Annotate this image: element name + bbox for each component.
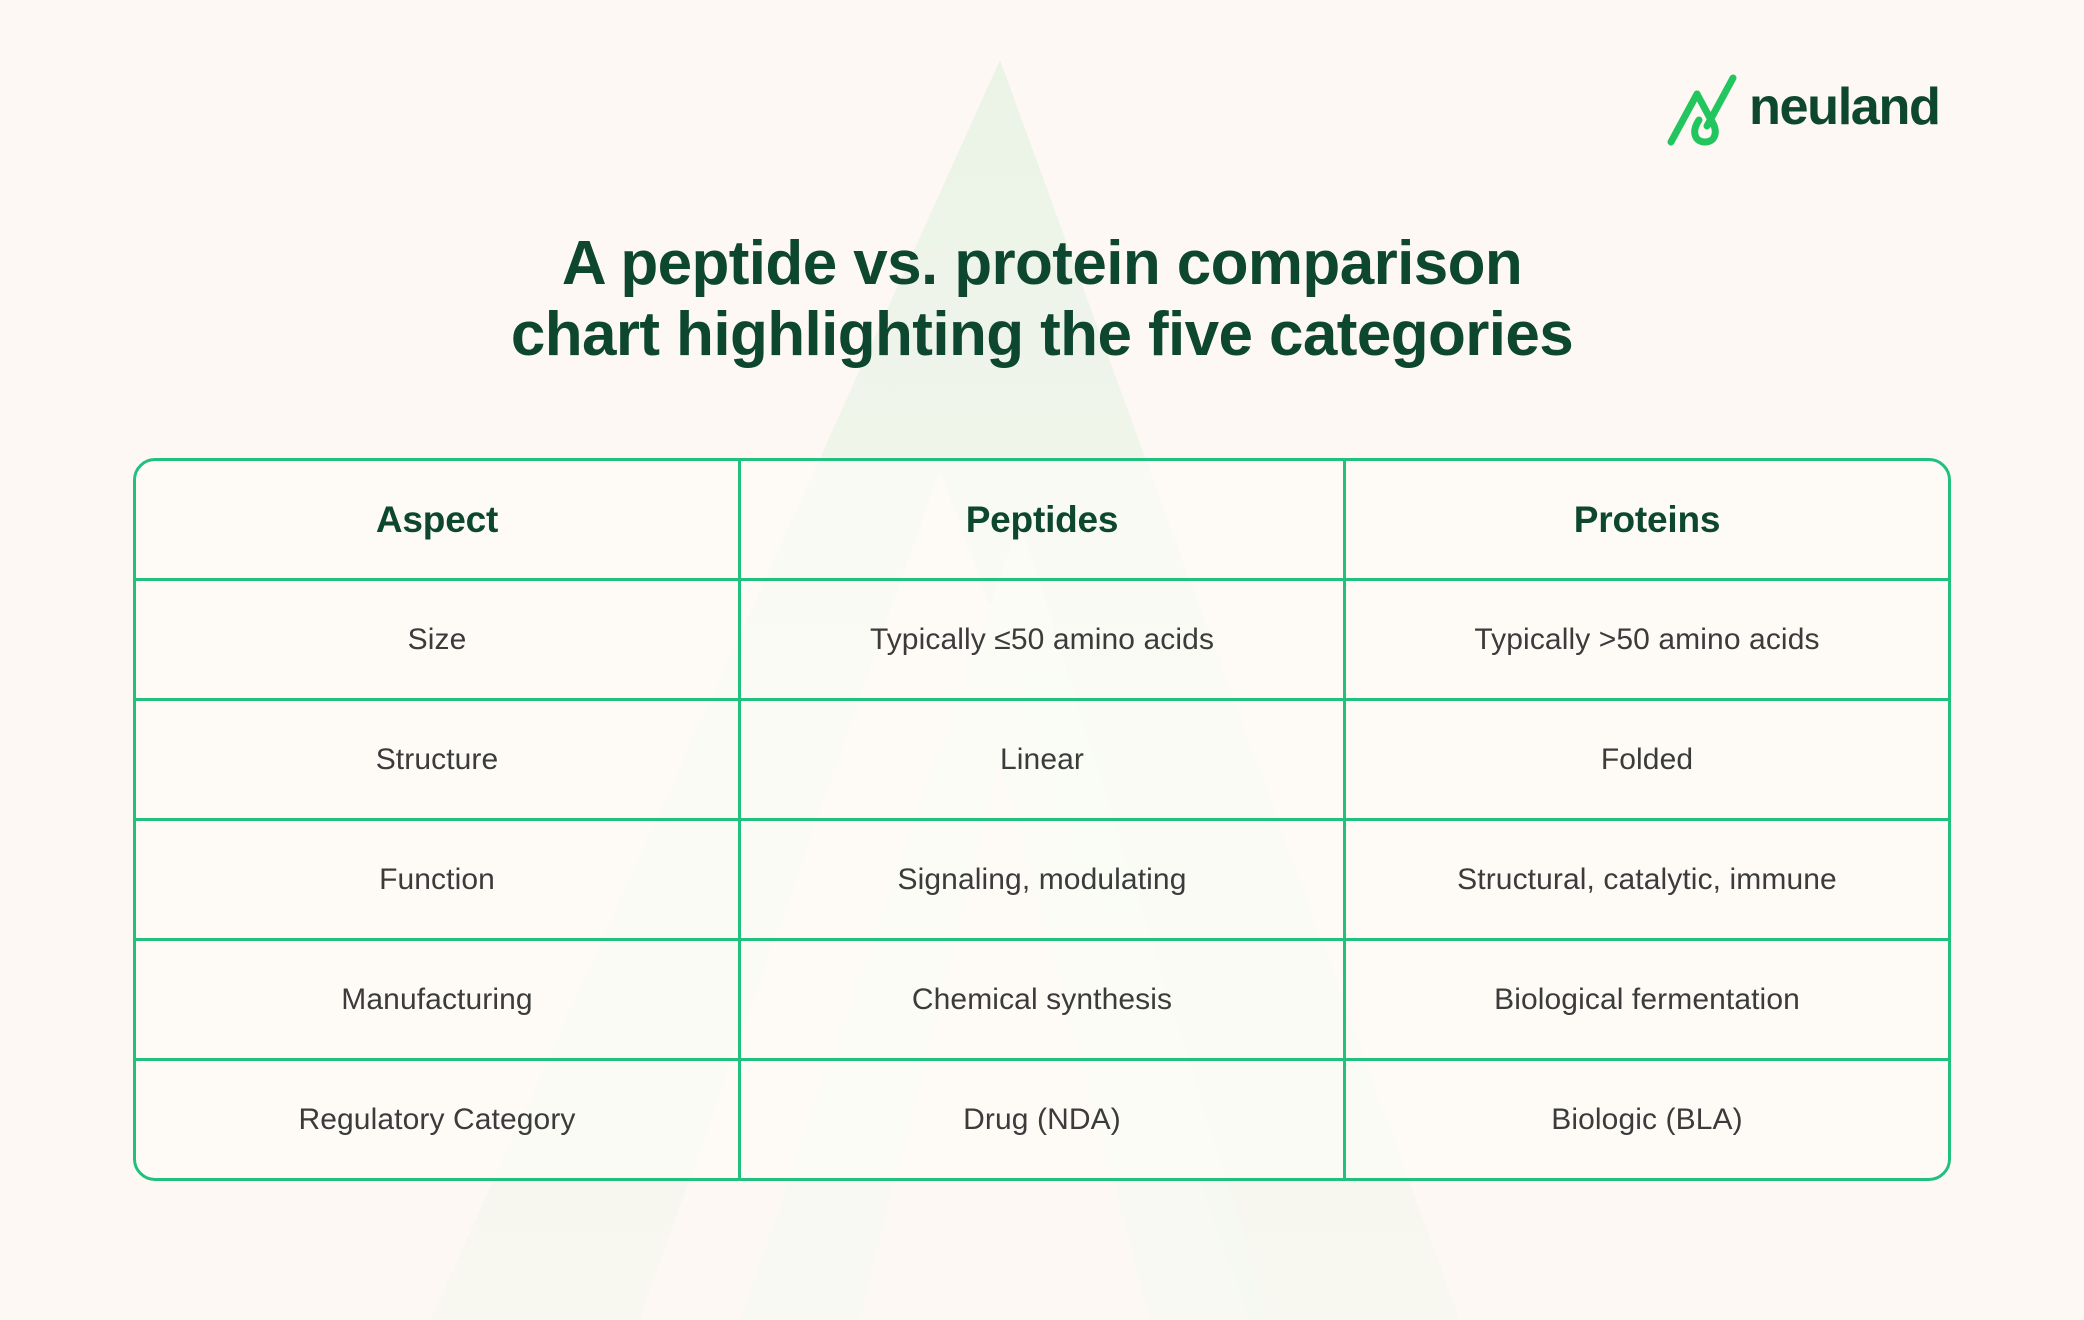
table-header-aspect: Aspect xyxy=(136,461,741,578)
cell-aspect: Manufacturing xyxy=(136,941,741,1058)
cell-proteins: Structural, catalytic, immune xyxy=(1457,862,1837,896)
table-header-proteins: Proteins xyxy=(1573,498,1721,540)
table-header-row: Aspect Peptides Proteins xyxy=(136,461,1948,581)
table-row: Regulatory Category Drug (NDA) Biologic … xyxy=(136,1061,1948,1178)
svg-text:neuland: neuland xyxy=(1749,81,1940,136)
table-header-peptides: Peptides xyxy=(741,461,1346,578)
cell-aspect: Size xyxy=(136,581,741,698)
cell-proteins: Biologic (BLA) xyxy=(1551,1102,1743,1136)
page-title-line-2: chart highlighting the five categories xyxy=(510,300,1574,370)
cell-peptides: Typically ≤50 amino acids xyxy=(741,581,1346,698)
cell-peptides: Linear xyxy=(741,701,1346,818)
page-title-line-1: A peptide vs. protein comparison xyxy=(561,228,1523,298)
cell-proteins: Folded xyxy=(1600,742,1694,776)
neuland-loop-mark-icon xyxy=(1667,72,1737,146)
table-row: Function Signaling, modulating Structura… xyxy=(136,821,1948,941)
page-title: A peptide vs. protein comparison chart h… xyxy=(0,228,2084,372)
table-row: Structure Linear Folded xyxy=(136,701,1948,821)
table-row: Size Typically ≤50 amino acids Typically… xyxy=(136,581,1948,701)
neuland-wordmark: neuland xyxy=(1749,81,1992,137)
table-row: Manufacturing Chemical synthesis Biologi… xyxy=(136,941,1948,1061)
cell-peptides: Signaling, modulating xyxy=(741,821,1346,938)
cell-peptides: Drug (NDA) xyxy=(741,1061,1346,1178)
cell-proteins: Biological fermentation xyxy=(1494,982,1800,1016)
cell-peptides: Chemical synthesis xyxy=(741,941,1346,1058)
neuland-logo: neuland xyxy=(1667,72,1992,146)
comparison-table: Aspect Peptides Proteins Size Typically … xyxy=(133,458,1951,1181)
cell-aspect: Function xyxy=(136,821,741,938)
cell-proteins: Typically >50 amino acids xyxy=(1474,622,1820,656)
cell-aspect: Regulatory Category xyxy=(136,1061,741,1178)
cell-aspect: Structure xyxy=(136,701,741,818)
